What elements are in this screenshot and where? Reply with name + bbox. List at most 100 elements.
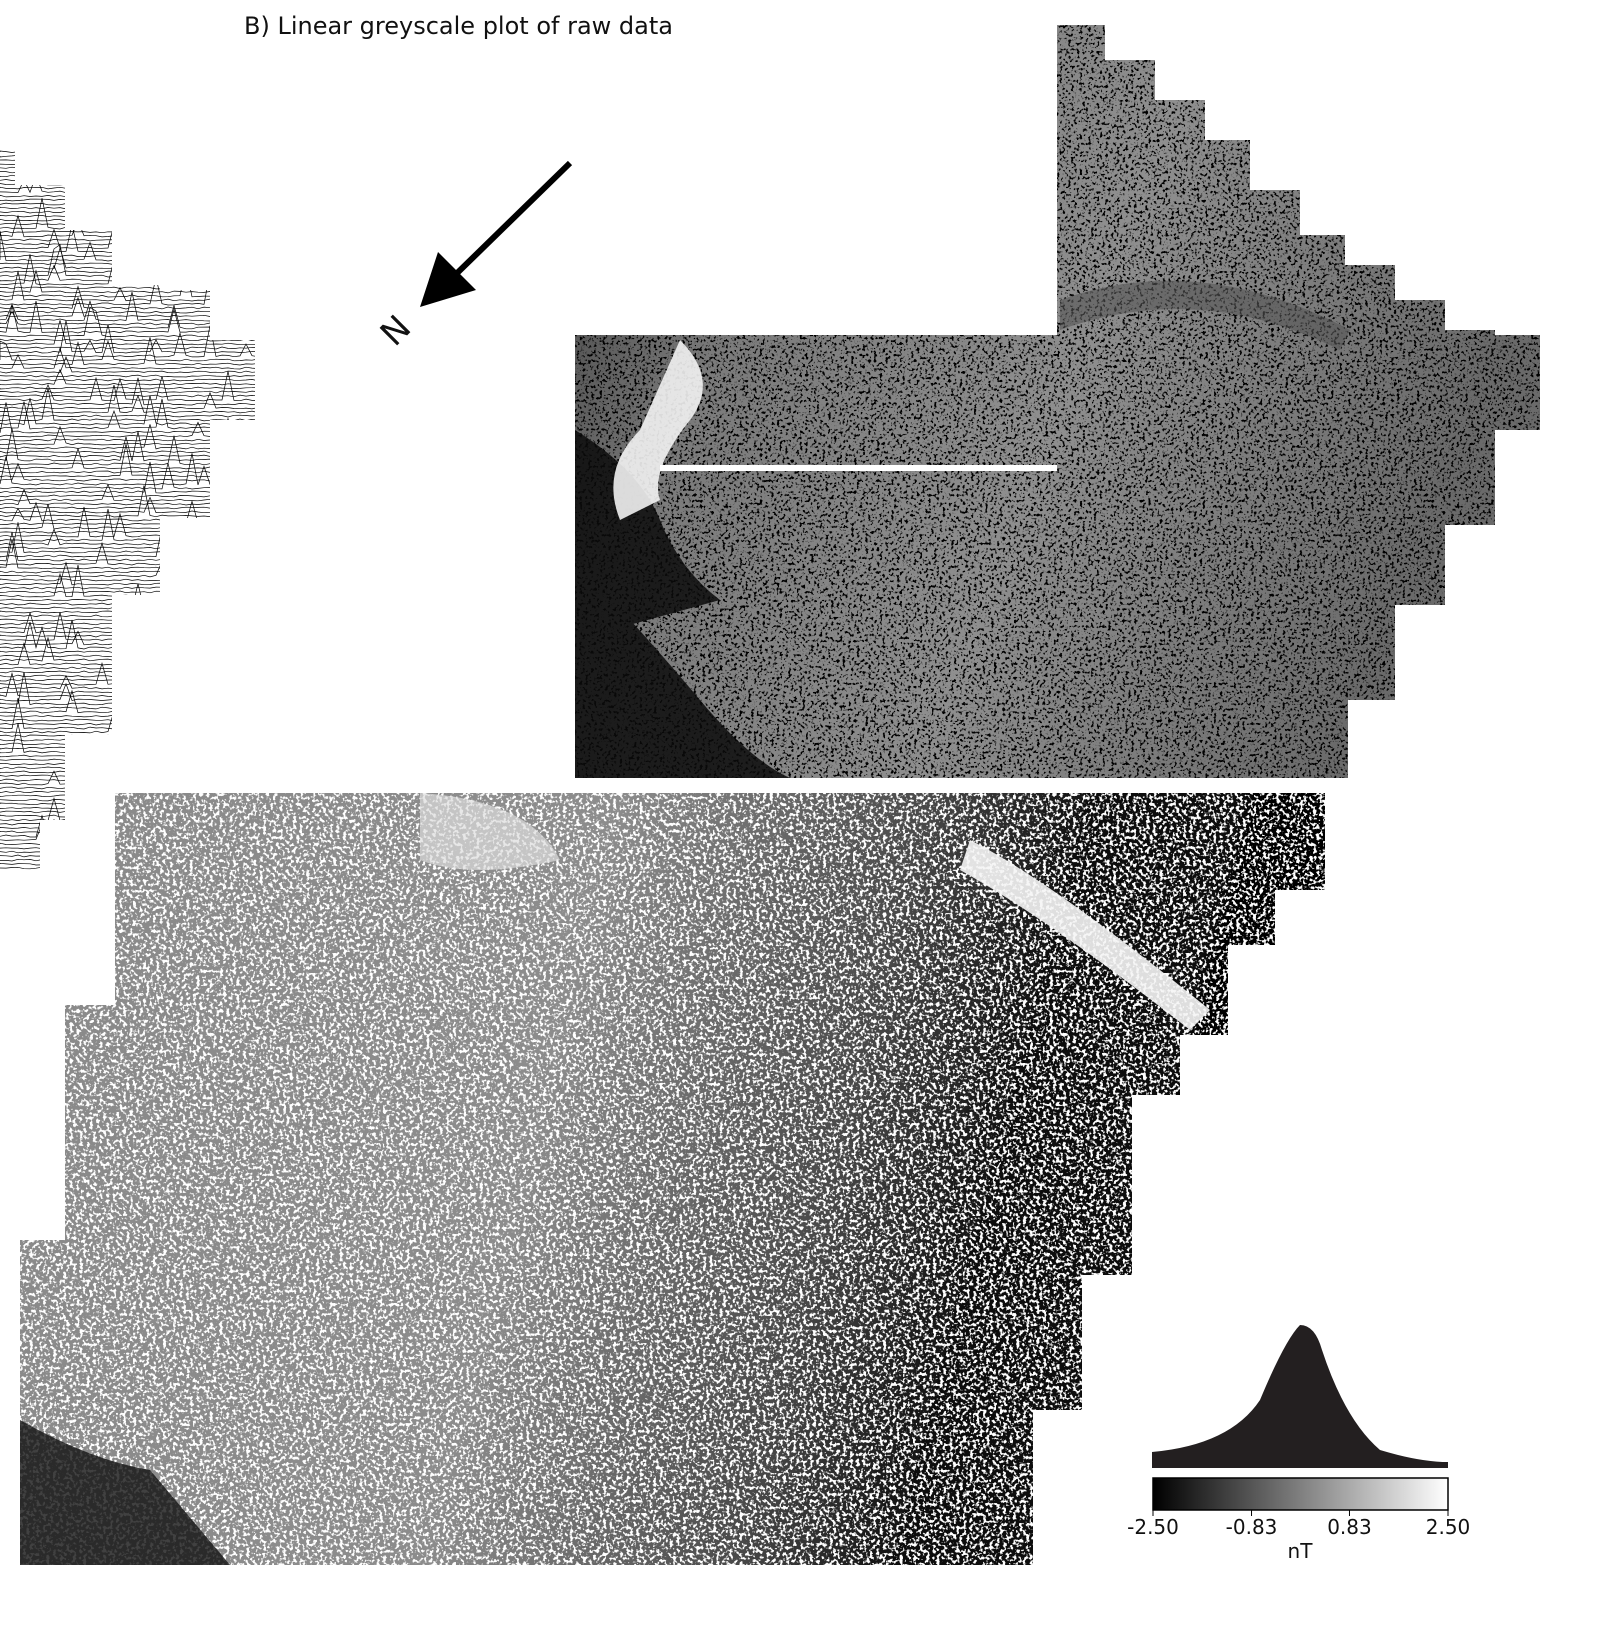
trace-line (0, 507, 258, 509)
trace-line (0, 255, 258, 257)
trace-line (0, 126, 258, 157)
trace-line (0, 771, 258, 773)
trace-line (0, 231, 258, 233)
trace-line (0, 561, 258, 577)
trace-line (0, 643, 258, 665)
trace-line (0, 612, 258, 641)
trace-line (0, 698, 258, 729)
trace-line (0, 644, 258, 657)
trace-line (0, 451, 258, 453)
trace-line (0, 198, 258, 221)
north-arrow: N (373, 163, 570, 354)
trace-line (0, 160, 258, 189)
trace-line (0, 306, 258, 329)
color-bar (1153, 1478, 1448, 1510)
trace-line (0, 271, 258, 273)
trace-line (0, 756, 258, 777)
trace-line (0, 243, 258, 245)
trace-line (0, 415, 258, 417)
trace-line (0, 570, 258, 593)
trace-line (0, 455, 258, 457)
trace-line (0, 673, 258, 697)
trace-line (0, 675, 258, 677)
tick-label: -2.50 (1127, 1515, 1179, 1539)
trace-line (0, 391, 258, 393)
trace-line (0, 711, 258, 733)
trace-line (0, 245, 258, 277)
trace-line (0, 387, 258, 389)
trace-line (0, 268, 258, 297)
trace-line (0, 676, 258, 689)
trace-line (0, 495, 258, 497)
trace-line (0, 151, 258, 153)
trace-line (0, 600, 258, 625)
trace-line (0, 635, 258, 637)
trace-line (0, 225, 258, 249)
trace-line (0, 375, 258, 377)
value-histogram (1152, 1325, 1448, 1468)
trace-line (0, 471, 258, 473)
trace-line (0, 579, 258, 581)
trace-line (0, 531, 258, 533)
trace-line (0, 271, 258, 293)
trace-line (0, 181, 258, 205)
trace-line (0, 311, 258, 313)
trace-line (0, 599, 258, 601)
trace-line (0, 721, 258, 750)
trace-line (0, 615, 258, 617)
legend-unit: nT (1288, 1539, 1314, 1563)
trace-line (0, 660, 258, 681)
trace-line (0, 154, 258, 185)
lower-survey (20, 793, 1325, 1565)
trace-line (0, 395, 258, 397)
trace-line (0, 485, 258, 517)
trace-line (0, 636, 258, 661)
trace-line (0, 216, 258, 237)
trace-line (0, 379, 258, 381)
trace-line (0, 338, 258, 366)
trace-line (0, 763, 258, 765)
trace-line (0, 667, 258, 669)
trace-line (0, 251, 258, 281)
trace-line (0, 171, 258, 173)
figure-title: B) Linear greyscale plot of raw data (244, 12, 673, 40)
trace-line (0, 770, 258, 798)
trace-line (0, 587, 258, 613)
trace-line (0, 263, 258, 265)
trace-line (0, 348, 258, 369)
figure: B) Linear greyscale plot of raw data N -… (0, 0, 1623, 1636)
trace-line (0, 724, 258, 753)
trace-line (0, 627, 258, 629)
trace-line (0, 719, 258, 721)
trace-line (0, 137, 258, 169)
trace-line (0, 686, 258, 709)
trace-line (0, 419, 258, 441)
trace-line (0, 604, 258, 621)
trace-line (0, 572, 258, 589)
trace-line (0, 371, 258, 401)
upper-survey (575, 25, 1540, 778)
trace-line (0, 370, 258, 385)
trace-line (0, 166, 258, 181)
trace-line (0, 543, 258, 565)
trace-line (0, 143, 258, 161)
north-label: N (373, 308, 419, 354)
trace-line (0, 238, 258, 269)
trace-line (0, 199, 258, 201)
trace-line (0, 747, 258, 761)
trace-line (0, 163, 258, 193)
trace-line (0, 176, 258, 209)
trace-line (0, 165, 258, 197)
tick-label: 0.83 (1327, 1515, 1372, 1539)
trace-line (0, 592, 258, 605)
trace-line (0, 198, 258, 229)
trace-plot (0, 126, 258, 869)
trace-line (0, 743, 258, 745)
trace-line (0, 339, 258, 341)
tick-label: -0.83 (1226, 1515, 1278, 1539)
trace-line (0, 571, 258, 573)
trace-line (0, 347, 258, 349)
trace-line (0, 147, 258, 177)
trace-line (0, 484, 258, 501)
